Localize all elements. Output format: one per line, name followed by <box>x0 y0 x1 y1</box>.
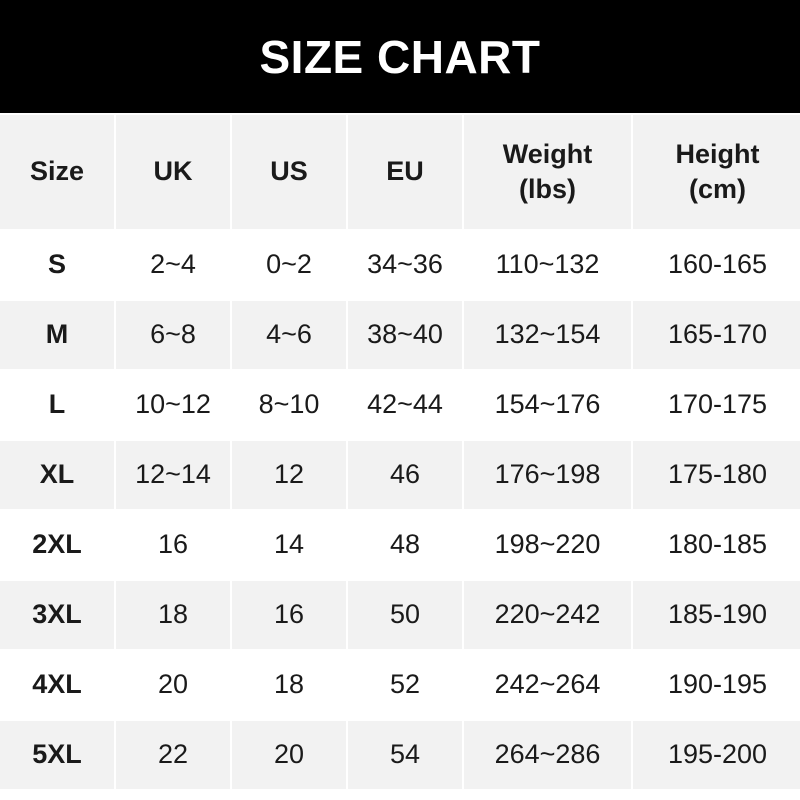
size-label: 4XL <box>0 651 114 719</box>
table-cell-weight: 242~264 <box>464 651 631 719</box>
table-cell-eu: 46 <box>348 441 462 509</box>
size-table: Size UK US EU Weight (lbs) Height (cm) S 2~4 0~2… <box>0 115 800 789</box>
table-cell-weight: 110~132 <box>464 231 631 299</box>
table-cell-height: 195-200 <box>633 721 800 789</box>
table-cell-eu: 54 <box>348 721 462 789</box>
table-cell-height: 180-185 <box>633 511 800 579</box>
size-label: S <box>0 231 114 299</box>
size-chart-title: SIZE CHART <box>0 0 800 113</box>
size-label: XL <box>0 441 114 509</box>
table-cell-eu: 38~40 <box>348 301 462 369</box>
table-cell-weight: 132~154 <box>464 301 631 369</box>
table-cell-weight: 154~176 <box>464 371 631 439</box>
column-header-size: Size <box>0 115 114 229</box>
table-cell-eu: 42~44 <box>348 371 462 439</box>
table-cell-uk: 18 <box>116 581 230 649</box>
size-label: L <box>0 371 114 439</box>
table-cell-height: 165-170 <box>633 301 800 369</box>
table-cell-uk: 10~12 <box>116 371 230 439</box>
table-cell-weight: 264~286 <box>464 721 631 789</box>
table-cell-eu: 34~36 <box>348 231 462 299</box>
size-label: 5XL <box>0 721 114 789</box>
size-label: M <box>0 301 114 369</box>
table-cell-us: 12 <box>232 441 346 509</box>
table-cell-weight: 198~220 <box>464 511 631 579</box>
table-cell-weight: 176~198 <box>464 441 631 509</box>
table-cell-height: 170-175 <box>633 371 800 439</box>
table-cell-uk: 20 <box>116 651 230 719</box>
table-cell-height: 175-180 <box>633 441 800 509</box>
table-cell-eu: 48 <box>348 511 462 579</box>
table-cell-us: 0~2 <box>232 231 346 299</box>
table-cell-height: 160-165 <box>633 231 800 299</box>
column-header-uk: UK <box>116 115 230 229</box>
table-cell-us: 18 <box>232 651 346 719</box>
table-cell-eu: 50 <box>348 581 462 649</box>
column-header-weight: Weight (lbs) <box>464 115 631 229</box>
table-cell-us: 14 <box>232 511 346 579</box>
table-cell-us: 4~6 <box>232 301 346 369</box>
table-cell-eu: 52 <box>348 651 462 719</box>
table-cell-uk: 16 <box>116 511 230 579</box>
table-cell-uk: 12~14 <box>116 441 230 509</box>
table-cell-height: 185-190 <box>633 581 800 649</box>
size-label: 3XL <box>0 581 114 649</box>
table-cell-us: 20 <box>232 721 346 789</box>
table-cell-us: 16 <box>232 581 346 649</box>
table-cell-height: 190-195 <box>633 651 800 719</box>
table-cell-uk: 2~4 <box>116 231 230 299</box>
column-header-height: Height (cm) <box>633 115 800 229</box>
table-cell-uk: 22 <box>116 721 230 789</box>
size-label: 2XL <box>0 511 114 579</box>
column-header-us: US <box>232 115 346 229</box>
column-header-eu: EU <box>348 115 462 229</box>
table-cell-weight: 220~242 <box>464 581 631 649</box>
table-cell-us: 8~10 <box>232 371 346 439</box>
table-cell-uk: 6~8 <box>116 301 230 369</box>
